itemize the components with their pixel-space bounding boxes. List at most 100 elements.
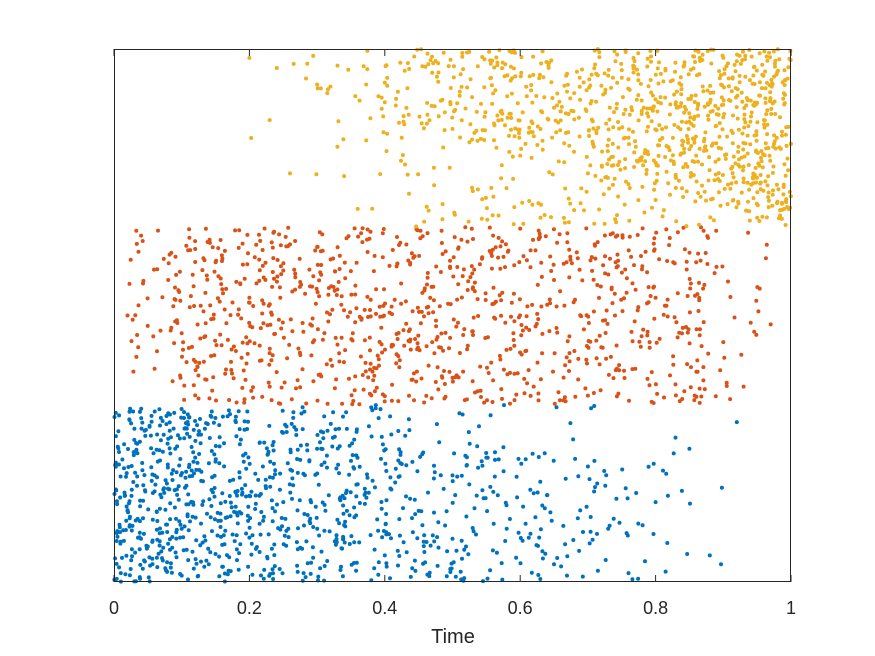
scatter-point-series-2 <box>315 398 320 403</box>
scatter-point-series-3 <box>741 180 746 185</box>
scatter-point-series-2 <box>626 248 631 253</box>
scatter-point-series-1 <box>191 427 196 432</box>
scatter-point-series-2 <box>585 393 590 398</box>
x-axis-ticks <box>113 49 792 582</box>
scatter-point-series-3 <box>597 55 602 60</box>
scatter-point-series-3 <box>621 136 626 141</box>
scatter-point-series-1 <box>194 467 199 472</box>
scatter-point-series-1 <box>217 435 222 440</box>
scatter-point-series-3 <box>623 166 628 171</box>
scatter-point-series-2 <box>262 226 267 231</box>
data-points <box>112 47 793 584</box>
scatter-point-series-3 <box>601 192 606 197</box>
scatter-point-series-1 <box>150 472 155 477</box>
scatter-point-series-3 <box>632 165 637 169</box>
scatter-point-series-2 <box>665 297 670 302</box>
scatter-point-series-3 <box>467 49 472 54</box>
scatter-point-series-2 <box>210 245 215 250</box>
scatter-point-series-1 <box>114 531 119 535</box>
scatter-point-series-1 <box>128 514 132 519</box>
scatter-point-series-3 <box>621 112 626 116</box>
scatter-point-series-2 <box>687 250 692 255</box>
scatter-point-series-3 <box>673 185 678 190</box>
scatter-point-series-2 <box>526 368 531 373</box>
scatter-point-series-2 <box>313 301 318 306</box>
scatter-point-series-2 <box>367 335 372 340</box>
scatter-point-series-1 <box>325 428 330 433</box>
scatter-point-series-2 <box>129 339 134 344</box>
scatter-point-series-2 <box>695 292 700 297</box>
scatter-point-series-3 <box>767 50 772 55</box>
scatter-point-series-1 <box>340 574 345 579</box>
scatter-point-series-3 <box>468 77 473 82</box>
scatter-point-series-1 <box>327 529 332 534</box>
scatter-point-series-3 <box>663 155 668 159</box>
scatter-point-series-1 <box>444 574 449 579</box>
scatter-point-series-1 <box>146 507 151 512</box>
scatter-point-series-2 <box>456 375 461 380</box>
scatter-point-series-2 <box>186 248 191 253</box>
scatter-point-series-1 <box>126 510 131 515</box>
scatter-point-series-1 <box>208 550 213 555</box>
scatter-point-series-3 <box>600 149 605 154</box>
scatter-point-series-1 <box>139 536 143 541</box>
scatter-point-series-1 <box>217 423 222 428</box>
scatter-point-series-1 <box>201 499 206 504</box>
scatter-point-series-1 <box>128 406 133 411</box>
scatter-point-series-3 <box>557 99 562 104</box>
scatter-point-series-3 <box>609 163 614 168</box>
scatter-point-series-2 <box>224 286 229 291</box>
scatter-point-series-3 <box>623 50 628 54</box>
scatter-point-series-3 <box>494 55 499 60</box>
scatter-point-series-3 <box>627 218 632 223</box>
scatter-point-series-2 <box>247 300 252 305</box>
scatter-point-series-1 <box>187 434 192 439</box>
scatter-point-series-2 <box>539 260 544 265</box>
scatter-point-series-2 <box>630 339 635 344</box>
scatter-point-series-3 <box>716 171 721 176</box>
scatter-point-series-1 <box>257 550 262 554</box>
scatter-point-series-2 <box>455 265 460 269</box>
scatter-point-series-1 <box>176 497 181 502</box>
scatter-point-series-2 <box>641 327 646 332</box>
scatter-point-series-1 <box>193 419 198 423</box>
scatter-point-series-2 <box>368 308 372 312</box>
scatter-point-series-1 <box>261 518 266 523</box>
scatter-point-series-3 <box>717 76 722 81</box>
scatter-point-series-2 <box>377 363 381 368</box>
scatter-point-series-2 <box>565 339 570 344</box>
scatter-point-series-1 <box>127 418 132 422</box>
scatter-point-series-3 <box>648 78 653 82</box>
scatter-point-series-2 <box>330 307 335 312</box>
scatter-point-series-2 <box>274 370 279 375</box>
scatter-point-series-1 <box>603 483 608 488</box>
scatter-point-series-1 <box>347 542 352 546</box>
scatter-point-series-1 <box>253 493 258 498</box>
scatter-point-series-1 <box>341 537 345 542</box>
scatter-point-series-2 <box>697 400 702 405</box>
scatter-point-series-2 <box>451 255 456 260</box>
scatter-point-series-1 <box>388 414 393 419</box>
scatter-point-series-3 <box>420 64 425 69</box>
scatter-point-series-3 <box>563 186 568 191</box>
scatter-point-series-2 <box>360 240 365 245</box>
scatter-point-series-3 <box>718 73 723 78</box>
scatter-point-series-2 <box>348 310 353 315</box>
scatter-point-series-2 <box>646 285 651 290</box>
scatter-point-series-1 <box>362 501 367 506</box>
scatter-point-series-3 <box>436 114 441 119</box>
scatter-point-series-3 <box>499 117 504 122</box>
scatter-point-series-1 <box>568 421 573 426</box>
scatter-point-series-3 <box>773 58 778 63</box>
scatter-point-series-2 <box>516 315 521 320</box>
scatter-point-series-3 <box>491 194 496 199</box>
scatter-point-series-2 <box>695 369 700 374</box>
scatter-point-series-3 <box>687 111 692 116</box>
scatter-point-series-2 <box>408 337 413 342</box>
scatter-point-series-2 <box>412 398 416 403</box>
scatter-point-series-2 <box>648 294 653 298</box>
scatter-point-series-3 <box>762 49 767 54</box>
scatter-point-series-2 <box>140 239 145 243</box>
scatter-point-series-3 <box>758 187 763 192</box>
scatter-point-series-3 <box>757 93 762 98</box>
